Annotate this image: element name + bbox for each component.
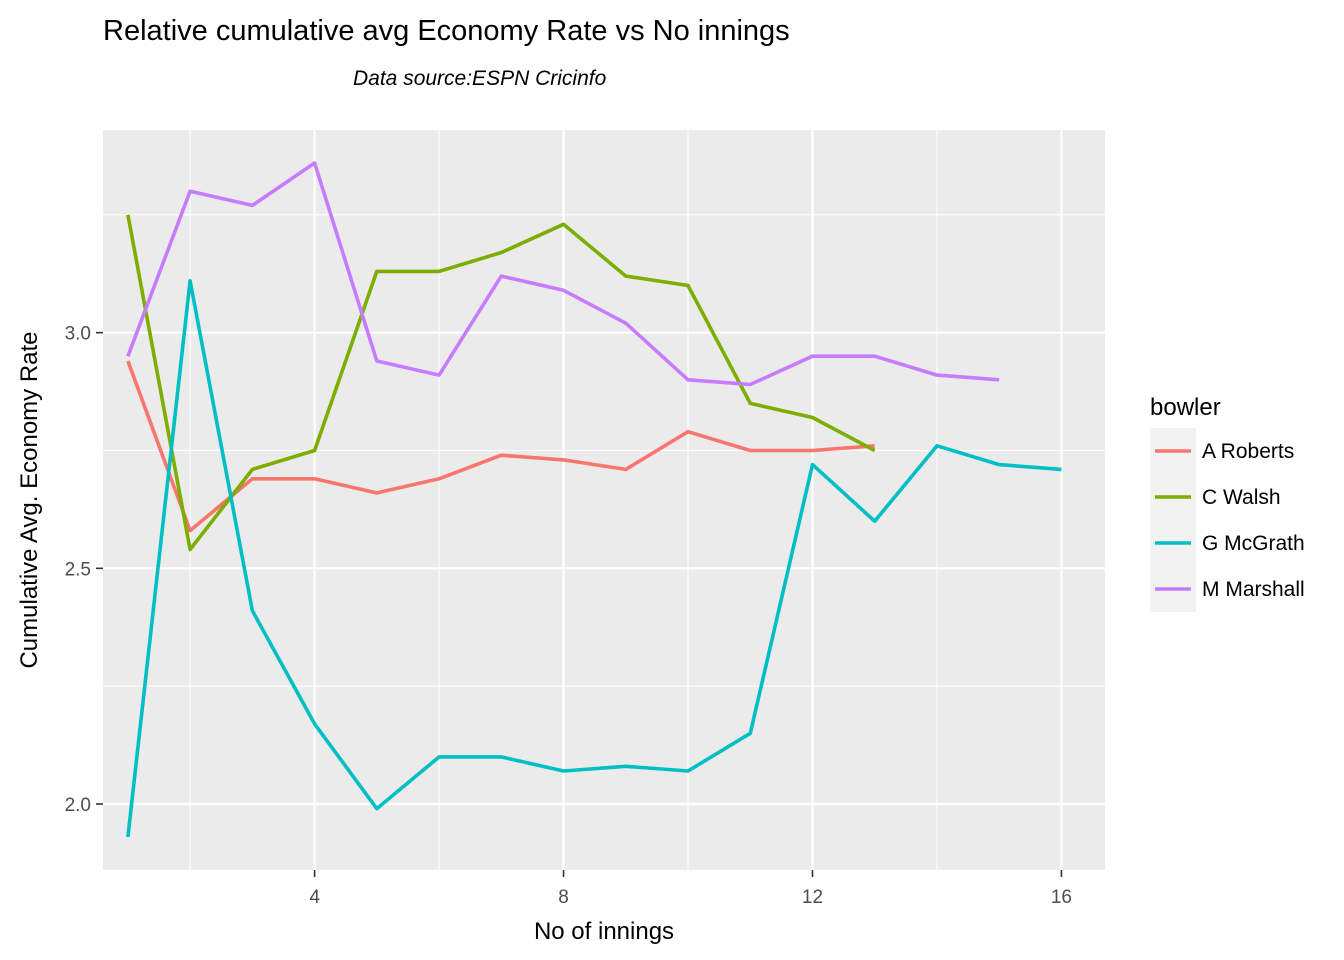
legend-label: C Walsh xyxy=(1202,486,1281,509)
x-tick-label: 12 xyxy=(802,887,823,908)
chart-title: Relative cumulative avg Economy Rate vs … xyxy=(103,15,790,47)
series-line-g-mcgrath xyxy=(126,278,1062,838)
legend-label: M Marshall xyxy=(1202,578,1305,601)
x-axis-ticks: 4 8 12 16 xyxy=(309,870,1072,908)
legend: bowler A Roberts C Walsh G McGrath M Marsha… xyxy=(1150,394,1305,612)
legend-label: G McGrath xyxy=(1202,532,1305,555)
y-axis-ticks: 2.0 2.5 3.0 xyxy=(65,324,103,816)
x-axis-title: No of innings xyxy=(534,918,674,945)
major-gridlines xyxy=(103,130,1105,870)
x-tick-label: 4 xyxy=(309,887,320,908)
y-tick-label: 3.0 xyxy=(65,324,91,345)
plot-panel xyxy=(103,130,1105,870)
x-tick-label: 8 xyxy=(558,887,569,908)
series-line-a-roberts xyxy=(126,360,875,533)
series-line-c-walsh xyxy=(126,214,876,552)
legend-title: bowler xyxy=(1150,394,1221,421)
y-tick-label: 2.0 xyxy=(65,795,91,816)
x-tick-label: 16 xyxy=(1051,887,1072,908)
y-axis-title: Cumulative Avg. Economy Rate xyxy=(16,331,43,668)
series-lines xyxy=(126,161,1062,838)
legend-label: A Roberts xyxy=(1202,440,1294,463)
y-tick-label: 2.5 xyxy=(65,559,91,580)
chart-subtitle: Data source:ESPN Cricinfo xyxy=(353,67,607,90)
series-line-m-marshall xyxy=(126,161,1000,387)
minor-gridlines xyxy=(103,130,1105,870)
